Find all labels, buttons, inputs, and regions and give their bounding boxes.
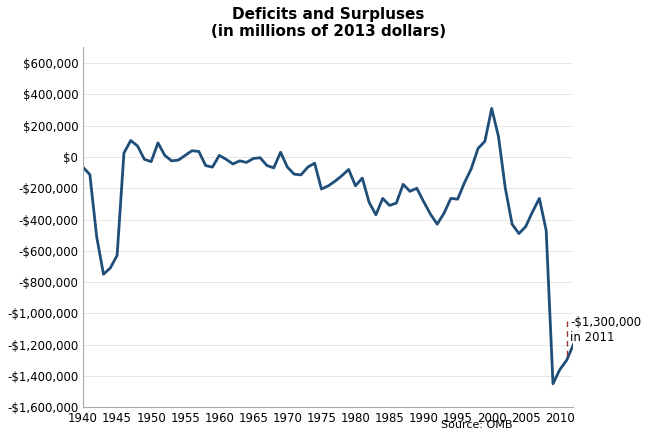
Title: Deficits and Surpluses
(in millions of 2013 dollars): Deficits and Surpluses (in millions of 2… — [211, 7, 446, 39]
Text: Source: OMB: Source: OMB — [441, 420, 512, 430]
Text: -$1,300,000
in 2011: -$1,300,000 in 2011 — [570, 317, 641, 344]
